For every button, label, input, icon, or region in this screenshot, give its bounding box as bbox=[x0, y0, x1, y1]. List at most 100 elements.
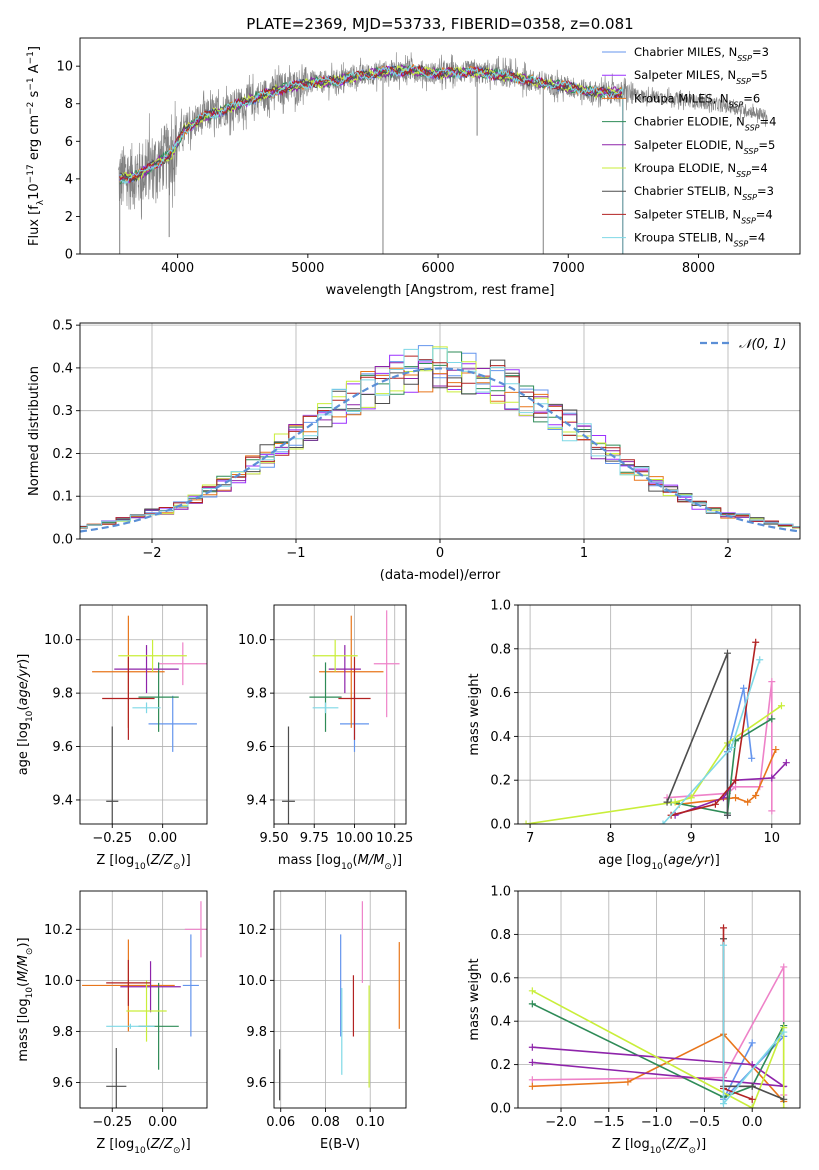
mass-weight-marker bbox=[748, 1104, 756, 1108]
y-tick-label: 0.0 bbox=[490, 1102, 511, 1117]
y-tick-label: 0.8 bbox=[490, 928, 511, 943]
x-tick-label: 9.50 bbox=[260, 831, 289, 846]
x-tick-label: −0.25 bbox=[92, 1115, 132, 1130]
model-spectrum-line bbox=[119, 64, 624, 254]
x-tick-label: 4000 bbox=[161, 261, 194, 276]
legend-entry: Kroupa MILES, NSSP=6 bbox=[634, 91, 760, 109]
plot-area bbox=[80, 345, 800, 533]
mass-weight-marker bbox=[528, 987, 536, 995]
legend-entry: Kroupa ELODIE, NSSP=4 bbox=[634, 161, 768, 179]
y-tick-label: 0.6 bbox=[490, 971, 511, 986]
y-tick-label: 1.0 bbox=[490, 599, 511, 614]
y-tick-label: 10.2 bbox=[44, 923, 73, 938]
residual-histogram-step bbox=[80, 346, 800, 529]
plot-area bbox=[278, 901, 400, 1101]
y-tick-label: 9.6 bbox=[52, 1076, 73, 1091]
y-axis-label: mass weight bbox=[467, 958, 482, 1040]
x-tick-label: 2 bbox=[724, 546, 732, 561]
weight-vs-metallicity-panel: −2.0 −1.5 −1.0 −0.5 0.0 0.0 0.2 0.4 0.6 0.8 1.0 Z [… bbox=[467, 885, 801, 1156]
mass-weight-marker bbox=[740, 684, 748, 692]
y-tick-label: 0.4 bbox=[490, 1015, 511, 1030]
x-axis-label: (data-model)/error bbox=[380, 568, 501, 583]
mass-weight-marker bbox=[777, 702, 785, 710]
model-spectrum-line bbox=[119, 65, 624, 254]
y-axis-label: Flux [fλ10−17 erg cm−2 s−1 A−1] bbox=[26, 46, 46, 246]
legend-entry: Chabrier STELIB, NSSP=3 bbox=[634, 184, 774, 202]
legend-entry: 𝒩(0, 1) bbox=[739, 337, 786, 352]
x-tick-label: −0.25 bbox=[92, 831, 132, 846]
mass-weight-line bbox=[531, 1003, 785, 1099]
mass-weight-marker bbox=[671, 798, 679, 806]
x-tick-label: 0.00 bbox=[148, 831, 177, 846]
x-axis-label: wavelength [Angstrom, rest frame] bbox=[326, 283, 555, 298]
x-tick-label: −2.0 bbox=[545, 1115, 577, 1130]
normal-reference-curve bbox=[80, 367, 800, 533]
mass-weight-marker bbox=[780, 963, 788, 971]
mass-weight-marker bbox=[768, 807, 776, 815]
y-axis-label: age [log10(age/yr)] bbox=[16, 654, 35, 776]
axes-frame bbox=[79, 890, 208, 1109]
axes-frame bbox=[517, 890, 801, 1109]
legend-entry: Salpeter STELIB, NSSP=4 bbox=[634, 207, 773, 225]
mass-weight-marker bbox=[711, 800, 719, 808]
mass-weight-marker bbox=[528, 1058, 536, 1066]
y-tick-label: 9.8 bbox=[52, 1025, 73, 1040]
x-tick-label: 0.06 bbox=[266, 1115, 295, 1130]
y-tick-label: 0.1 bbox=[52, 490, 73, 505]
y-tick-label: 9.4 bbox=[246, 793, 267, 808]
mass-weight-marker bbox=[768, 774, 776, 782]
mass-weight-marker bbox=[748, 1061, 756, 1069]
mass-weight-line bbox=[531, 990, 785, 1108]
x-tick-label: 1 bbox=[580, 546, 588, 561]
mass-weight-marker bbox=[732, 794, 740, 802]
mass-weight-marker bbox=[768, 715, 776, 723]
mass-weight-line bbox=[532, 1033, 785, 1103]
mass-weight-line bbox=[662, 659, 761, 824]
x-tick-label: −0.5 bbox=[689, 1115, 721, 1130]
mass-weight-marker bbox=[752, 792, 760, 800]
legend-entry: Chabrier ELODIE, NSSP=4 bbox=[634, 115, 776, 133]
y-axis-label: mass weight bbox=[467, 673, 482, 755]
y-tick-label: 0 bbox=[65, 248, 73, 263]
x-tick-label: 9.75 bbox=[300, 831, 329, 846]
mass-weight-marker bbox=[528, 1076, 536, 1084]
y-tick-label: 10 bbox=[56, 60, 73, 75]
mass-weight-marker bbox=[756, 656, 764, 664]
plot-area bbox=[118, 52, 768, 254]
x-tick-label: 0.00 bbox=[148, 1115, 177, 1130]
x-axis-label: Z [log10(Z/Z⊙)] bbox=[96, 853, 190, 872]
age-vs-metallicity-panel: −0.25 0.00 9.4 9.6 9.8 10.0 Z [log10(Z/Z⊙)] age… bbox=[16, 604, 208, 872]
mass-weight-marker bbox=[528, 1000, 536, 1008]
residual-histogram-step bbox=[80, 348, 800, 529]
x-tick-label: −1.0 bbox=[641, 1115, 673, 1130]
mass-weight-marker bbox=[782, 759, 790, 767]
x-axis-label: mass [log10(M/M⊙)] bbox=[278, 853, 402, 872]
mass-weight-marker bbox=[748, 754, 756, 762]
y-tick-label: 0.2 bbox=[490, 1058, 511, 1073]
x-tick-label: 10.00 bbox=[336, 831, 373, 846]
mass-weight-marker bbox=[728, 743, 736, 751]
y-tick-label: 0.0 bbox=[52, 533, 73, 548]
x-tick-label: 0.10 bbox=[356, 1115, 385, 1130]
residual-histogram-step bbox=[80, 359, 800, 529]
mass-vs-metallicity-panel: −0.25 0.00 9.6 9.8 10.0 10.2 Z [log10(Z/Z⊙)] ma… bbox=[16, 890, 208, 1156]
mass-weight-marker bbox=[528, 1082, 536, 1090]
y-tick-label: 0.2 bbox=[52, 447, 73, 462]
age-vs-mass-panel: 9.50 9.75 10.00 10.25 9.4 9.6 9.8 10.0 mass [log… bbox=[238, 604, 413, 872]
y-tick-label: 6 bbox=[65, 135, 73, 150]
x-axis-label: Z [log10(Z/Z⊙)] bbox=[96, 1137, 190, 1156]
residual-histogram-panel: −2 −1 0 1 2 0.0 0.1 0.2 0.3 0.4 0.5 (data-model)/er… bbox=[27, 319, 801, 583]
x-axis-label: age [log10(age/yr)] bbox=[598, 853, 720, 872]
y-tick-label: 0.2 bbox=[490, 774, 511, 789]
figure-title: PLATE=2369, MJD=53733, FIBERID=0358, z=0… bbox=[246, 15, 633, 33]
mass-weight-marker bbox=[780, 1028, 788, 1036]
y-tick-label: 10.0 bbox=[44, 974, 73, 989]
mass-weight-line bbox=[722, 938, 785, 1101]
residual-histogram-step bbox=[80, 355, 800, 528]
axes-frame bbox=[79, 322, 801, 540]
model-spectrum-line bbox=[119, 63, 624, 254]
y-tick-label: 9.8 bbox=[52, 687, 73, 702]
mass-weight-line bbox=[666, 652, 729, 816]
y-tick-label: 9.4 bbox=[52, 793, 73, 808]
x-tick-label: 9 bbox=[687, 831, 695, 846]
